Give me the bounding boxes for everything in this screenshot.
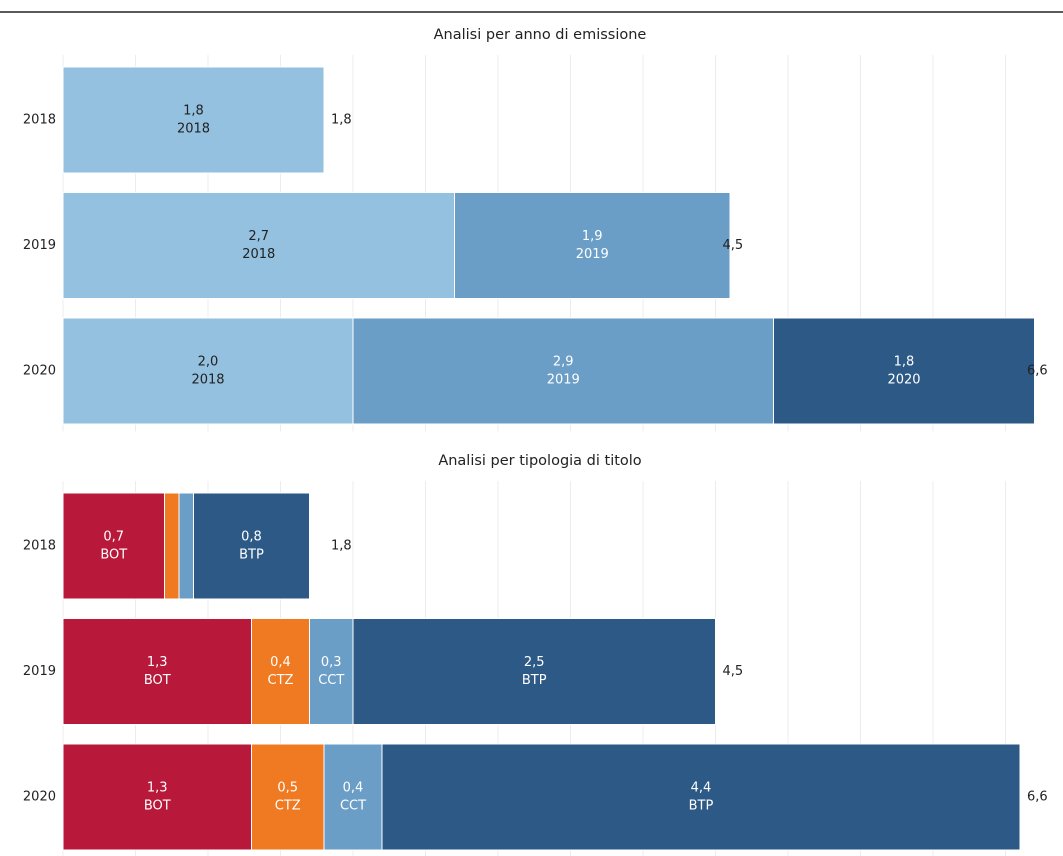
bar-segment [352,317,774,425]
bar-segment [62,66,325,174]
chart-title: Analisi per anno di emissione [434,27,647,43]
total-label: 4,5 [723,664,744,679]
segment-value-label: 0,7 [103,530,124,545]
bar-segment [62,743,252,851]
segment-series-label: 2019 [547,373,580,388]
segment-series-label: 2019 [576,247,609,262]
bar-segment [62,317,354,425]
total-label: 4,5 [723,238,744,253]
segment-value-label: 0,4 [343,781,364,796]
segment-value-label: 1,8 [894,355,915,370]
segment-series-label: BOT [144,673,171,688]
category-label: 2020 [23,364,56,379]
bar-segment [381,743,1021,851]
segment-series-label: 2018 [177,122,210,137]
segment-series-label: CCT [318,673,344,688]
segment-series-label: BTP [689,799,714,814]
segment-value-label: 2,0 [198,355,219,370]
bar-segment [178,492,194,600]
bar-segment [62,192,455,299]
category-label: 2018 [23,539,56,554]
bar-segment [251,743,325,851]
segment-value-label: 0,5 [277,781,298,796]
segment-series-label: CTZ [275,799,301,814]
segment-value-label: 2,5 [524,655,545,670]
bar-segment [62,618,252,725]
category-label: 2019 [23,238,56,253]
segment-series-label: CCT [340,799,366,814]
segment-value-label: 2,7 [248,229,269,244]
bar-segment [193,492,310,600]
bar-segment [309,618,354,725]
bar-segment [773,317,1035,425]
segment-series-label: 2018 [242,247,275,262]
segment-value-label: 4,4 [691,781,712,796]
segment-series-label: 2020 [887,373,920,388]
total-label: 6,6 [1027,364,1048,379]
segment-value-label: 0,4 [270,655,291,670]
bar-segment [323,743,383,851]
total-label: 1,8 [331,113,352,128]
segment-value-label: 1,8 [183,104,204,119]
category-label: 2019 [23,664,56,679]
segment-value-label: 0,8 [241,530,262,545]
bar-segment [164,492,180,600]
segment-series-label: BTP [239,548,264,563]
chart-title: Analisi per tipologia di titolo [438,453,641,469]
bar-segment [352,618,716,725]
segment-series-label: 2018 [191,373,224,388]
segment-value-label: 2,9 [553,355,574,370]
segment-value-label: 1,3 [147,781,168,796]
bar-segment [454,192,731,299]
segment-series-label: BOT [100,548,127,563]
bar-segment [62,492,165,600]
segment-value-label: 1,9 [582,229,603,244]
segment-value-label: 0,3 [321,655,342,670]
total-label: 1,8 [331,539,352,554]
category-label: 2018 [23,113,56,128]
total-label: 6,6 [1027,790,1048,805]
segment-series-label: CTZ [268,673,294,688]
category-label: 2020 [23,790,56,805]
segment-series-label: BOT [144,799,171,814]
bar-segment [251,618,310,725]
segment-value-label: 1,3 [147,655,168,670]
segment-series-label: BTP [522,673,547,688]
